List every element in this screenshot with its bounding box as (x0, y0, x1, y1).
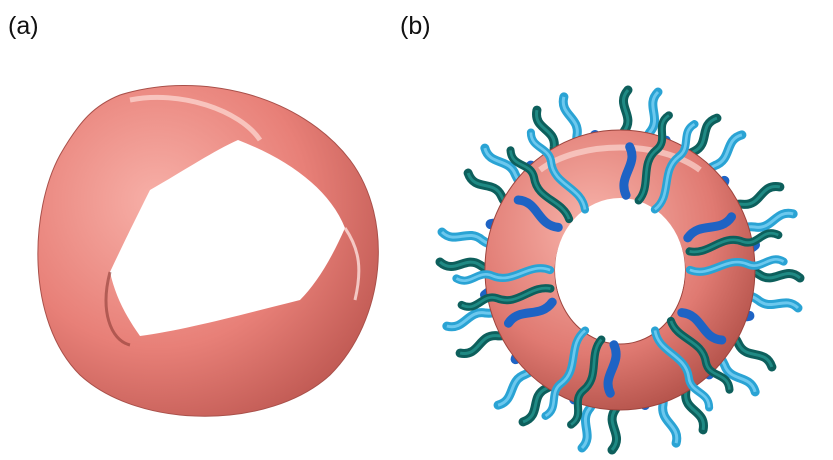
figure: (a) (b) (0, 0, 833, 460)
panel-label: (a) (8, 12, 39, 40)
twisted-ring (38, 85, 378, 416)
torus-assembly (440, 90, 800, 450)
panel-label: (b) (400, 12, 431, 40)
page: (a) (b) (0, 0, 833, 460)
torus-hole (555, 198, 685, 342)
